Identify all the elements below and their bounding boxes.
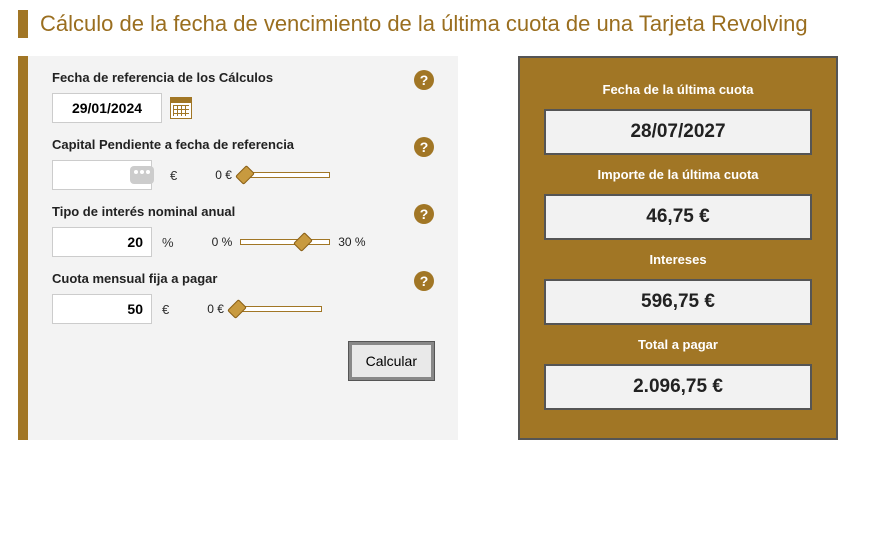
tipo-interes-label: Tipo de interés nominal anual — [52, 204, 434, 219]
tipo-interes-row: % 0 % 30 % — [52, 227, 434, 257]
tipo-interes-slider[interactable] — [240, 239, 330, 245]
title-accent-bar — [18, 10, 28, 38]
result-intereses-value: 596,75 € — [544, 279, 812, 325]
result-total-value: 2.096,75 € — [544, 364, 812, 410]
help-icon[interactable]: ? — [414, 70, 434, 90]
fecha-ref-label: Fecha de referencia de los Cálculos — [52, 70, 434, 85]
tipo-interes-slider-max: 30 % — [338, 235, 365, 249]
result-intereses-label: Intereses — [544, 252, 812, 267]
tipo-interes-input[interactable] — [52, 227, 152, 257]
capital-label: Capital Pendiente a fecha de referencia — [52, 137, 434, 152]
field-cuota-mensual: Cuota mensual fija a pagar ? € 0 € — [52, 271, 434, 324]
help-icon[interactable]: ? — [414, 137, 434, 157]
capital-row: € 0 € — [52, 160, 434, 190]
cuota-mensual-input[interactable] — [52, 294, 152, 324]
cuota-mensual-label: Cuota mensual fija a pagar — [52, 271, 434, 286]
result-fecha-ultima-value: 28/07/2027 — [544, 109, 812, 155]
result-total-label: Total a pagar — [544, 337, 812, 352]
slider-handle[interactable] — [235, 165, 255, 185]
slider-handle[interactable] — [227, 299, 247, 319]
results-panel: Fecha de la última cuota 28/07/2027 Impo… — [518, 56, 838, 440]
capital-unit: € — [168, 168, 177, 183]
field-tipo-interes: Tipo de interés nominal anual ? % 0 % 30… — [52, 204, 434, 257]
capital-slider-wrap: 0 € — [215, 168, 338, 182]
fecha-ref-row — [52, 93, 434, 123]
help-icon[interactable]: ? — [414, 271, 434, 291]
result-importe-ultima-label: Importe de la última cuota — [544, 167, 812, 182]
cuota-mensual-slider[interactable] — [232, 306, 322, 312]
tipo-interes-slider-wrap: 0 % 30 % — [212, 235, 366, 249]
fecha-ref-input[interactable] — [52, 93, 162, 123]
field-capital: Capital Pendiente a fecha de referencia … — [52, 137, 434, 190]
result-intereses: Intereses 596,75 € — [544, 252, 812, 325]
result-fecha-ultima-label: Fecha de la última cuota — [544, 82, 812, 97]
form-panel: Fecha de referencia de los Cálculos ? Ca… — [28, 56, 458, 440]
tipo-interes-unit: % — [160, 235, 174, 250]
tipo-interes-slider-min: 0 % — [212, 235, 233, 249]
field-fecha-ref: Fecha de referencia de los Cálculos ? — [52, 70, 434, 123]
masked-icon — [130, 166, 154, 184]
cuota-mensual-unit: € — [160, 302, 169, 317]
slider-handle[interactable] — [293, 232, 313, 252]
result-fecha-ultima: Fecha de la última cuota 28/07/2027 — [544, 82, 812, 155]
form-column: Fecha de referencia de los Cálculos ? Ca… — [18, 56, 458, 440]
main-layout: Fecha de referencia de los Cálculos ? Ca… — [18, 56, 874, 440]
cuota-mensual-slider-min: 0 € — [207, 302, 224, 316]
help-icon[interactable]: ? — [414, 204, 434, 224]
cuota-mensual-row: € 0 € — [52, 294, 434, 324]
capital-slider[interactable] — [240, 172, 330, 178]
cuota-mensual-slider-wrap: 0 € — [207, 302, 330, 316]
result-total: Total a pagar 2.096,75 € — [544, 337, 812, 410]
page-title-row: Cálculo de la fecha de vencimiento de la… — [18, 10, 874, 38]
calcular-button[interactable]: Calcular — [349, 342, 434, 380]
result-importe-ultima: Importe de la última cuota 46,75 € — [544, 167, 812, 240]
result-importe-ultima-value: 46,75 € — [544, 194, 812, 240]
calendar-icon[interactable] — [170, 97, 192, 119]
page-title: Cálculo de la fecha de vencimiento de la… — [40, 11, 808, 37]
form-accent-bar — [18, 56, 28, 440]
button-row: Calcular — [52, 342, 434, 380]
capital-slider-min: 0 € — [215, 168, 232, 182]
